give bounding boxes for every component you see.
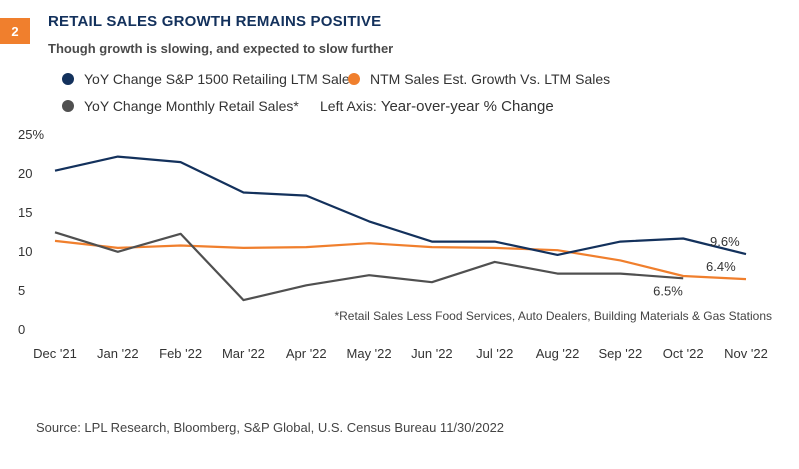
end-value-label: 9.6% [710,234,740,249]
chart-footnote: *Retail Sales Less Food Services, Auto D… [334,309,772,323]
legend-marker [62,100,74,112]
legend-item-retail: YoY Change Monthly Retail Sales* [62,98,299,114]
x-tick-label: Jan '22 [97,346,139,361]
x-tick-label: Sep '22 [599,346,643,361]
left-axis-note: Left Axis: Year-over-year % Change [320,98,554,115]
chart-subtitle: Though growth is slowing, and expected t… [48,41,394,56]
x-tick-label: Oct '22 [663,346,704,361]
x-tick-label: Mar '22 [222,346,265,361]
x-tick-label: Dec '21 [33,346,77,361]
x-tick-label: Feb '22 [159,346,202,361]
chart-number-badge: 2 [0,18,30,44]
legend-label: YoY Change Monthly Retail Sales* [84,98,299,114]
y-axis: 0 5 10 15 20 25% [18,127,44,337]
x-tick-label: May '22 [347,346,392,361]
legend-marker [348,73,360,85]
data-labels: 9.6% 6.4% 6.5% [653,234,740,298]
x-tick-label: Jul '22 [476,346,513,361]
end-value-label: 6.4% [706,259,736,274]
y-tick-label: 5 [18,283,25,298]
left-axis-unit: Year-over-year % Change [380,98,554,115]
x-tick-label: Aug '22 [536,346,580,361]
legend-item-ntm: NTM Sales Est. Growth Vs. LTM Sales [348,71,610,87]
legend-label: NTM Sales Est. Growth Vs. LTM Sales [370,71,611,87]
series-line [54,239,747,281]
x-axis: Dec '21 Jan '22 Feb '22 Mar '22 Apr '22 May '… [33,346,768,361]
series-lines [54,155,747,302]
legend-label: YoY Change S&P 1500 Retailing LTM Sales [84,71,357,87]
end-value-label: 6.5% [653,283,683,298]
series-line [54,231,684,302]
y-tick-label: 25% [18,127,44,142]
x-tick-label: Nov '22 [724,346,768,361]
y-tick-label: 10 [18,244,32,259]
x-tick-label: Jun '22 [411,346,453,361]
legend-marker [62,73,74,85]
x-tick-label: Apr '22 [286,346,327,361]
source-note: Source: LPL Research, Bloomberg, S&P Glo… [36,420,505,435]
y-tick-label: 0 [18,322,25,337]
series-line [54,155,747,256]
y-tick-label: 20 [18,166,32,181]
chart-title: RETAIL SALES GROWTH REMAINS POSITIVE [48,13,382,30]
legend-item-sp1500: YoY Change S&P 1500 Retailing LTM Sales [62,71,357,87]
left-axis-label: Left Axis: [320,98,377,114]
y-tick-label: 15 [18,205,32,220]
